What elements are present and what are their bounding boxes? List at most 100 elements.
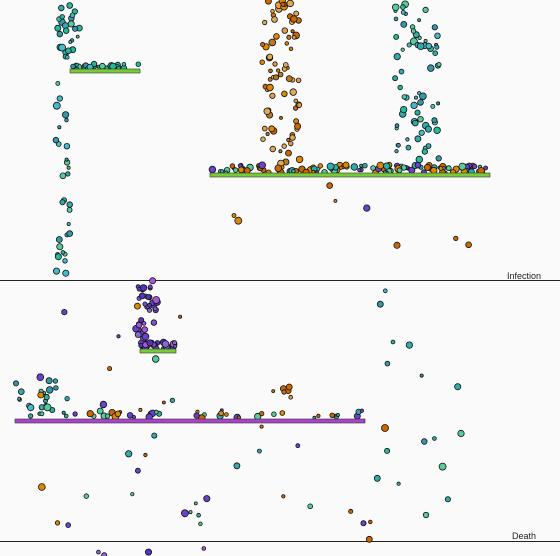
- particle: [457, 429, 465, 438]
- particle: [72, 411, 78, 417]
- particle: [37, 391, 45, 399]
- particle: [396, 167, 403, 174]
- particle: [138, 317, 145, 324]
- particle: [107, 366, 113, 372]
- particle: [453, 235, 459, 241]
- particle: [116, 334, 121, 339]
- particle: [193, 501, 198, 506]
- particle: [348, 508, 354, 514]
- particle: [271, 16, 278, 23]
- particle: [393, 52, 401, 61]
- particle: [444, 496, 451, 503]
- particle: [290, 15, 298, 23]
- particle: [121, 61, 127, 67]
- particle: [55, 236, 63, 243]
- particle: [229, 163, 236, 169]
- particle: [208, 165, 217, 174]
- particle: [271, 389, 276, 394]
- particle: [326, 182, 334, 189]
- particle: [376, 300, 384, 308]
- particle: [376, 161, 385, 170]
- particle: [62, 27, 70, 34]
- particle: [64, 117, 69, 123]
- particle: [396, 481, 401, 486]
- particle: [61, 410, 66, 415]
- particle: [64, 54, 70, 60]
- particle: [360, 520, 367, 527]
- particle: [288, 394, 294, 400]
- particle: [234, 216, 243, 225]
- particle: [178, 314, 183, 319]
- particle: [271, 411, 277, 417]
- particle: [70, 63, 76, 70]
- particle: [53, 385, 59, 391]
- particle: [57, 125, 62, 130]
- particle: [414, 135, 422, 143]
- particle: [281, 143, 287, 149]
- particle: [260, 42, 266, 48]
- particle: [398, 68, 405, 75]
- particle: [289, 88, 297, 96]
- particle: [432, 436, 437, 441]
- particle: [333, 198, 338, 203]
- particle: [59, 14, 65, 20]
- particle: [393, 241, 401, 249]
- particle: [431, 24, 438, 31]
- particle: [37, 483, 46, 491]
- particle: [338, 165, 344, 170]
- particle: [152, 296, 161, 304]
- particle: [362, 162, 368, 169]
- particle: [405, 144, 412, 151]
- particle: [188, 510, 193, 515]
- particle: [125, 450, 133, 458]
- particle: [66, 165, 71, 170]
- particle: [419, 373, 424, 378]
- particle: [383, 162, 391, 170]
- particle: [262, 19, 268, 26]
- particle: [54, 24, 62, 32]
- particle: [419, 92, 427, 101]
- particle: [392, 3, 400, 11]
- particle: [286, 0, 294, 8]
- particle: [335, 412, 340, 417]
- particle: [54, 520, 61, 526]
- particle: [64, 157, 69, 162]
- particle: [427, 64, 435, 72]
- particle: [415, 155, 423, 164]
- particle: [329, 412, 335, 418]
- particle: [63, 413, 69, 419]
- particle: [291, 168, 296, 174]
- particle: [169, 397, 175, 403]
- particle: [445, 165, 452, 172]
- particle: [17, 396, 22, 401]
- particle: [273, 33, 280, 40]
- particle: [425, 42, 432, 50]
- particle: [138, 407, 143, 412]
- particle: [280, 1, 286, 7]
- particle: [236, 415, 241, 420]
- particle: [286, 137, 291, 143]
- particle: [256, 448, 262, 454]
- particle: [373, 474, 381, 482]
- particle: [237, 166, 245, 174]
- particle: [86, 410, 94, 418]
- particle: [394, 149, 399, 154]
- particle: [423, 39, 428, 44]
- particle: [138, 292, 146, 300]
- particle: [281, 27, 288, 34]
- particle: [233, 462, 241, 470]
- particle: [83, 493, 89, 499]
- particle: [133, 302, 141, 310]
- particle: [265, 131, 270, 137]
- particle: [265, 0, 272, 5]
- particle: [198, 521, 203, 526]
- particle: [417, 18, 422, 23]
- particle: [53, 267, 61, 275]
- particle: [416, 42, 425, 50]
- particle: [66, 221, 71, 226]
- particle: [269, 145, 276, 153]
- particle: [284, 41, 289, 46]
